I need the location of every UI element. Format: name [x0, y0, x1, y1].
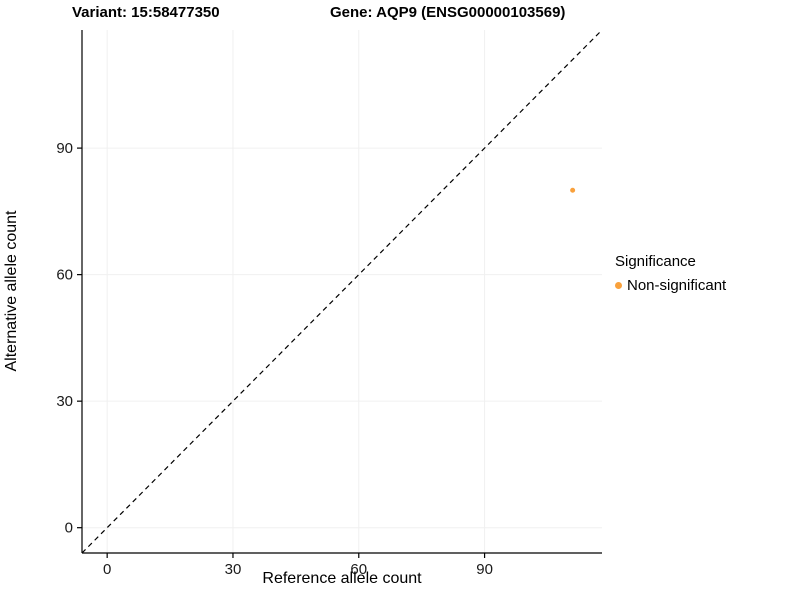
svg-text:0: 0	[65, 520, 73, 537]
legend: Significance Non-significant	[615, 253, 795, 294]
plot-title-gene: Gene: AQP9 (ENSG00000103569)	[330, 4, 566, 21]
svg-text:30: 30	[56, 393, 73, 410]
legend-entry-label: Non-significant	[627, 277, 727, 294]
y-axis-label: Alternative allele count	[3, 210, 20, 372]
plot-title-variant: Variant: 15:58477350	[72, 4, 220, 21]
svg-text:90: 90	[476, 561, 493, 578]
legend-entry: Non-significant	[615, 277, 795, 294]
svg-text:30: 30	[225, 561, 242, 578]
x-axis-label: Reference allele count	[262, 570, 422, 587]
legend-title: Significance	[615, 253, 696, 270]
svg-text:0: 0	[103, 561, 111, 578]
legend-point-icon	[615, 282, 622, 289]
svg-text:60: 60	[350, 561, 367, 578]
svg-text:90: 90	[56, 140, 73, 157]
svg-text:60: 60	[56, 267, 73, 284]
